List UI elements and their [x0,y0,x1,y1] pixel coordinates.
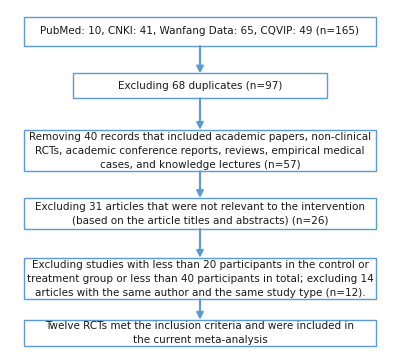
Text: Excluding 31 articles that were not relevant to the intervention
(based on the a: Excluding 31 articles that were not rele… [35,202,365,226]
FancyBboxPatch shape [24,258,376,299]
FancyBboxPatch shape [24,17,376,46]
Text: PubMed: 10, CNKI: 41, Wanfang Data: 65, CQVIP: 49 (n=165): PubMed: 10, CNKI: 41, Wanfang Data: 65, … [40,26,360,36]
Text: Excluding 68 duplicates (n=97): Excluding 68 duplicates (n=97) [118,81,282,91]
Text: Twelve RCTs met the inclusion criteria and were included in
the current meta-ana: Twelve RCTs met the inclusion criteria a… [46,321,354,345]
Text: Excluding studies with less than 20 participants in the control or
treatment gro: Excluding studies with less than 20 part… [27,259,373,298]
Text: Removing 40 records that included academic papers, non-clinical
RCTs, academic c: Removing 40 records that included academ… [29,132,371,169]
FancyBboxPatch shape [24,198,376,229]
FancyBboxPatch shape [24,320,376,346]
FancyBboxPatch shape [24,130,376,171]
FancyBboxPatch shape [73,73,327,98]
